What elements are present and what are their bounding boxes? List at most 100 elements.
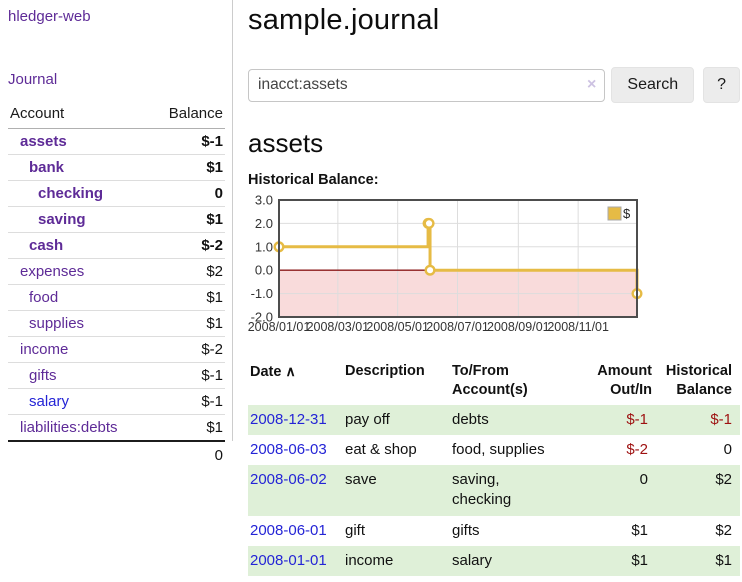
page-title: sample.journal	[248, 4, 740, 37]
transaction-date-link[interactable]: 2008-06-02	[250, 471, 327, 488]
account-link[interactable]: food	[29, 289, 58, 306]
transaction-accounts: salary	[452, 546, 562, 576]
chart-canvas: 3.02.01.00.0-1.0-2.02008/01/012008/03/01…	[248, 198, 642, 338]
account-row: cash $-2	[8, 233, 225, 259]
column-header-date[interactable]: Date ∧	[248, 358, 345, 405]
search-box: ×	[248, 69, 605, 102]
account-row: assets $-1	[8, 129, 225, 155]
accounts-table: Account Balance assets $-1 bank $1	[8, 100, 225, 469]
column-header-description: Description	[345, 358, 452, 405]
account-heading: assets	[248, 128, 740, 159]
sidebar-item-journal[interactable]: Journal	[8, 71, 57, 88]
transaction-amount: $1	[562, 546, 652, 576]
account-balance: $-1	[151, 363, 225, 389]
column-header-amount: Amount Out/In	[562, 358, 652, 405]
accounts-total-row: 0	[8, 441, 225, 469]
account-link[interactable]: liabilities:debts	[20, 419, 118, 436]
transaction-balance: $2	[652, 516, 740, 546]
svg-text:2008/09/01: 2008/09/01	[487, 320, 550, 334]
account-balance: $-2	[151, 233, 225, 259]
account-row: supplies $1	[8, 311, 225, 337]
account-link[interactable]: assets	[20, 133, 67, 150]
accounts-header-balance: Balance	[151, 100, 225, 129]
account-row: expenses $2	[8, 259, 225, 285]
register-row: 2008-01-01 income salary $1 $1	[248, 546, 740, 576]
svg-text:0.0: 0.0	[255, 263, 273, 278]
register-row: 2008-06-01 gift gifts $1 $2	[248, 516, 740, 546]
column-header-balance: Historical Balance	[652, 358, 740, 405]
account-link[interactable]: gifts	[29, 367, 57, 384]
transaction-balance: $-1	[652, 405, 740, 435]
svg-text:3.0: 3.0	[255, 193, 273, 208]
svg-text:2008/11/01: 2008/11/01	[547, 320, 609, 334]
search-row: × Search ?	[248, 67, 740, 103]
transaction-balance: $1	[652, 546, 740, 576]
account-row: saving $1	[8, 207, 225, 233]
svg-text:2008/01/01: 2008/01/01	[248, 320, 311, 334]
register-table: Date ∧ Description To/From Account(s) Am…	[248, 358, 740, 576]
svg-text:1.0: 1.0	[255, 239, 273, 254]
transaction-accounts: debts	[452, 405, 562, 435]
account-balance: $1	[151, 285, 225, 311]
sidebar: hledger-web Journal Account Balance asse…	[0, 0, 233, 441]
transaction-description: gift	[345, 516, 452, 546]
transaction-amount: $-2	[562, 435, 652, 465]
svg-text:2.0: 2.0	[255, 216, 273, 231]
transaction-description: income	[345, 546, 452, 576]
column-header-accounts: To/From Account(s)	[452, 358, 562, 405]
account-balance: $1	[151, 207, 225, 233]
search-button[interactable]: Search	[611, 67, 694, 103]
account-row: salary $-1	[8, 389, 225, 415]
main-content: sample.journal × Search ? assets Histori…	[233, 0, 742, 582]
account-row: food $1	[8, 285, 225, 311]
account-balance: $-1	[151, 129, 225, 155]
historical-balance-chart: 3.02.01.00.0-1.0-2.02008/01/012008/03/01…	[248, 198, 642, 338]
transaction-date-link[interactable]: 2008-06-01	[250, 522, 327, 539]
svg-text:2008/03/01: 2008/03/01	[307, 320, 370, 334]
search-input[interactable]	[248, 69, 605, 102]
account-balance: $1	[151, 311, 225, 337]
account-balance: $-1	[151, 389, 225, 415]
account-link[interactable]: supplies	[29, 315, 84, 332]
app-brand-link[interactable]: hledger-web	[8, 8, 91, 25]
account-row: bank $1	[8, 155, 225, 181]
account-balance: $2	[151, 259, 225, 285]
account-link[interactable]: income	[20, 341, 68, 358]
account-row: checking 0	[8, 181, 225, 207]
account-balance: 0	[151, 181, 225, 207]
svg-text:-1.0: -1.0	[251, 286, 273, 301]
transaction-description: save	[345, 465, 452, 516]
transaction-date-link[interactable]: 2008-06-03	[250, 441, 327, 458]
register-row: 2008-06-03 eat & shop food, supplies $-2…	[248, 435, 740, 465]
transaction-accounts: gifts	[452, 516, 562, 546]
account-link[interactable]: salary	[29, 393, 69, 410]
account-row: income $-2	[8, 337, 225, 363]
register-row: 2008-12-31 pay off debts $-1 $-1	[248, 405, 740, 435]
account-link[interactable]: expenses	[20, 263, 84, 280]
account-link[interactable]: bank	[29, 159, 64, 176]
transaction-description: eat & shop	[345, 435, 452, 465]
transaction-date-link[interactable]: 2008-12-31	[250, 411, 327, 428]
account-link[interactable]: checking	[38, 185, 103, 202]
account-balance: $1	[151, 155, 225, 181]
transaction-balance: $2	[652, 465, 740, 516]
transaction-description: pay off	[345, 405, 452, 435]
help-button[interactable]: ?	[703, 67, 740, 103]
transaction-date-link[interactable]: 2008-01-01	[250, 552, 327, 569]
account-row: liabilities:debts $1	[8, 415, 225, 442]
svg-text:$: $	[623, 206, 631, 221]
transaction-accounts: saving, checking	[452, 465, 562, 516]
account-link[interactable]: cash	[29, 237, 63, 254]
transaction-balance: 0	[652, 435, 740, 465]
account-link[interactable]: saving	[38, 211, 86, 228]
transaction-amount: $1	[562, 516, 652, 546]
account-row: gifts $-1	[8, 363, 225, 389]
clear-search-icon[interactable]: ×	[587, 75, 596, 95]
account-balance: $1	[151, 415, 225, 442]
sort-ascending-icon: ∧	[285, 363, 295, 379]
chart-title: Historical Balance:	[248, 172, 740, 188]
svg-text:2008/07/01: 2008/07/01	[426, 320, 489, 334]
accounts-header-account: Account	[8, 100, 151, 129]
register-header-row: Date ∧ Description To/From Account(s) Am…	[248, 358, 740, 405]
account-balance: $-2	[151, 337, 225, 363]
